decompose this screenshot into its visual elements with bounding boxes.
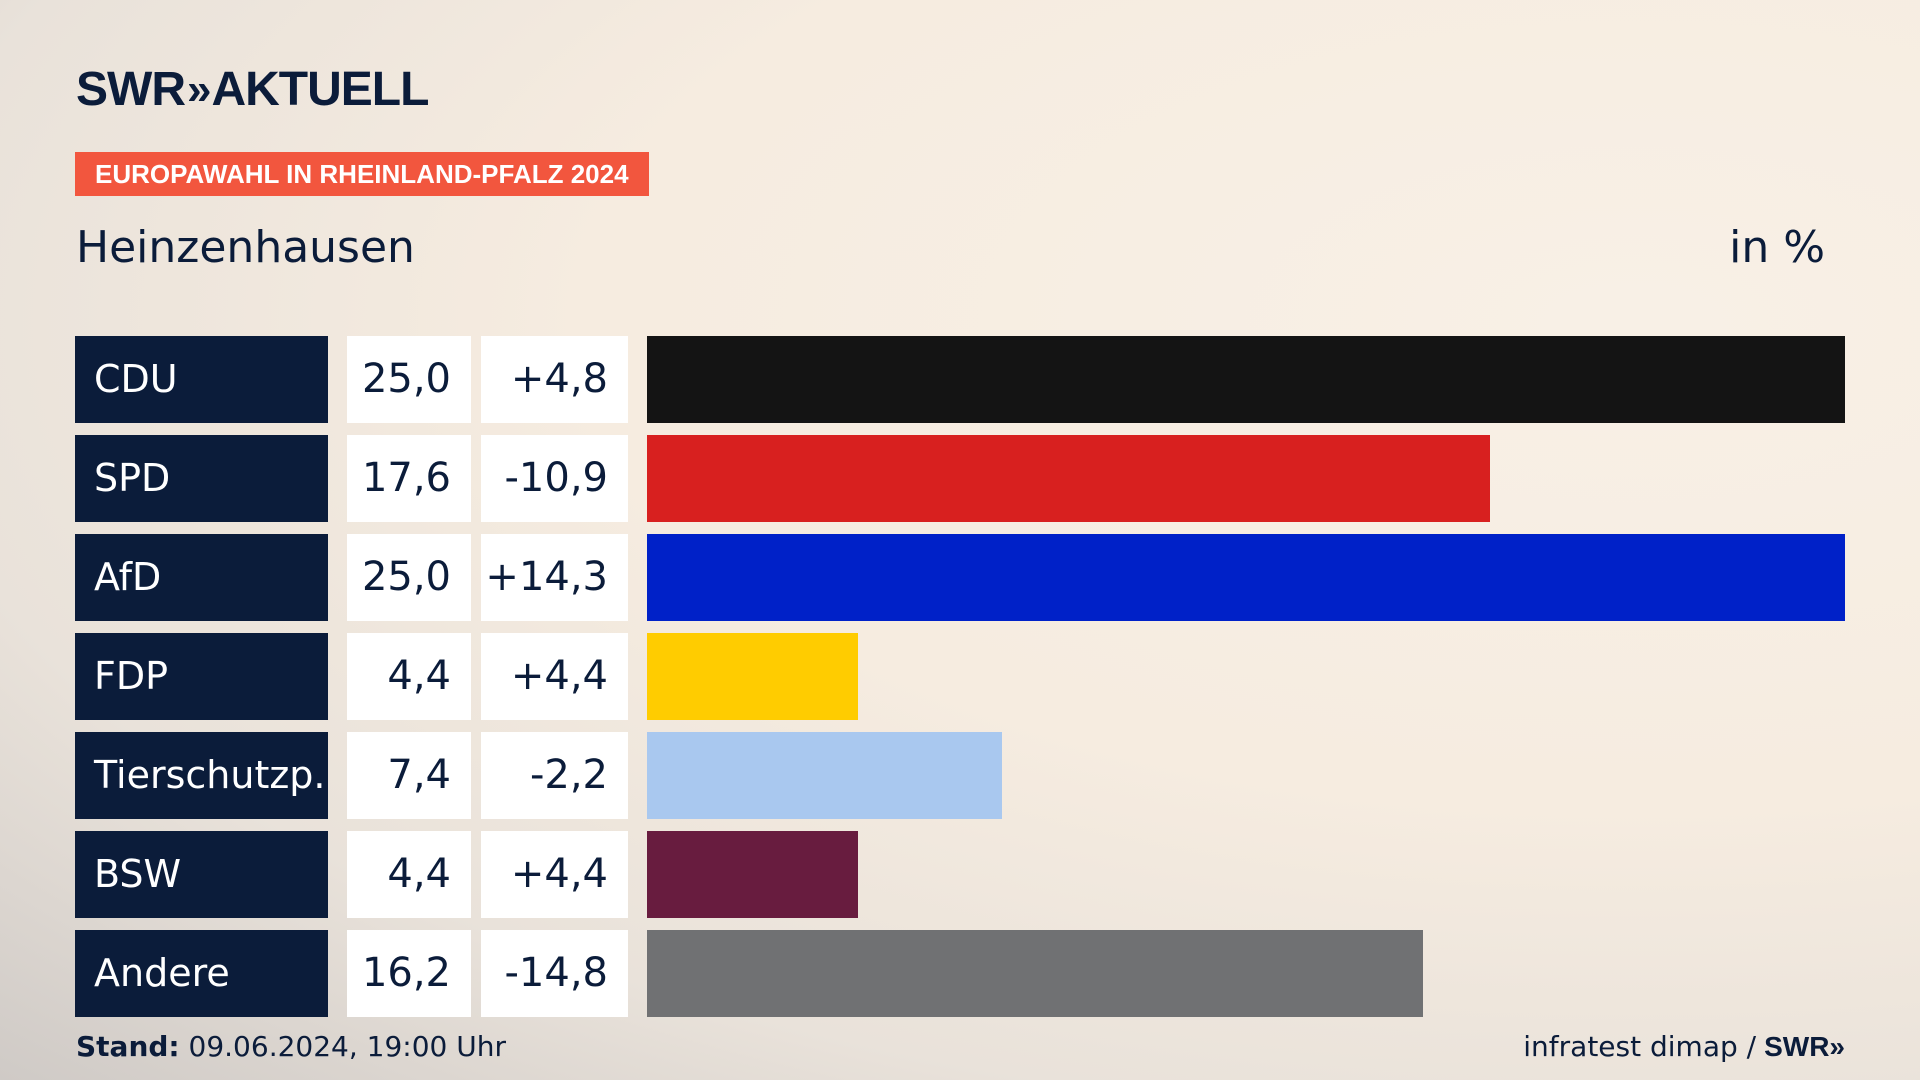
vote-share-label: 25,0 [347,534,471,621]
vote-share-label: 25,0 [347,336,471,423]
change-label: -10,9 [481,435,628,522]
stand-label: Stand: [76,1030,180,1063]
result-bar [647,831,858,918]
table-row: CDU 25,0 +4,8 [75,336,1845,423]
table-row: BSW 4,4 +4,4 [75,831,1845,918]
change-label: -2,2 [481,732,628,819]
change-label: +4,8 [481,336,628,423]
table-row: Andere 16,2 -14,8 [75,930,1845,1017]
unit-label: in % [1729,222,1825,273]
brand-text: SWR [76,63,186,116]
stand-value: 09.06.2024, 19:00 Uhr [188,1030,506,1063]
table-row: Tierschutzp. 7,4 -2,2 [75,732,1845,819]
party-label: Andere [75,930,328,1017]
vote-share-label: 16,2 [347,930,471,1017]
party-label: CDU [75,336,328,423]
result-bar [647,435,1490,522]
table-row: AfD 25,0 +14,3 [75,534,1845,621]
source-info: infratest dimap / SWR» [1523,1030,1845,1063]
party-label: BSW [75,831,328,918]
party-label: Tierschutzp. [75,732,328,819]
table-row: SPD 17,6 -10,9 [75,435,1845,522]
result-bar [647,336,1845,423]
place-title: Heinzenhausen [76,222,415,273]
brand-chevron-icon: » [186,65,212,114]
source-brand: SWR» [1764,1030,1845,1062]
source-text: infratest dimap / [1523,1030,1757,1063]
swr-aktuell-logo: SWR» AKTUELL [76,63,429,116]
stand-info: Stand: 09.06.2024, 19:00 Uhr [76,1030,506,1063]
brand-suffix: AKTUELL [211,63,429,116]
change-label: +4,4 [481,633,628,720]
vote-share-label: 17,6 [347,435,471,522]
vote-share-label: 7,4 [347,732,471,819]
election-tag: EUROPAWAHL IN RHEINLAND-PFALZ 2024 [75,152,649,196]
change-label: -14,8 [481,930,628,1017]
result-bar [647,930,1423,1017]
result-bar [647,732,1002,819]
change-label: +4,4 [481,831,628,918]
change-label: +14,3 [481,534,628,621]
party-label: AfD [75,534,328,621]
table-row: FDP 4,4 +4,4 [75,633,1845,720]
vote-share-label: 4,4 [347,633,471,720]
party-label: SPD [75,435,328,522]
vote-share-label: 4,4 [347,831,471,918]
party-label: FDP [75,633,328,720]
result-bar [647,633,858,720]
result-bar [647,534,1845,621]
